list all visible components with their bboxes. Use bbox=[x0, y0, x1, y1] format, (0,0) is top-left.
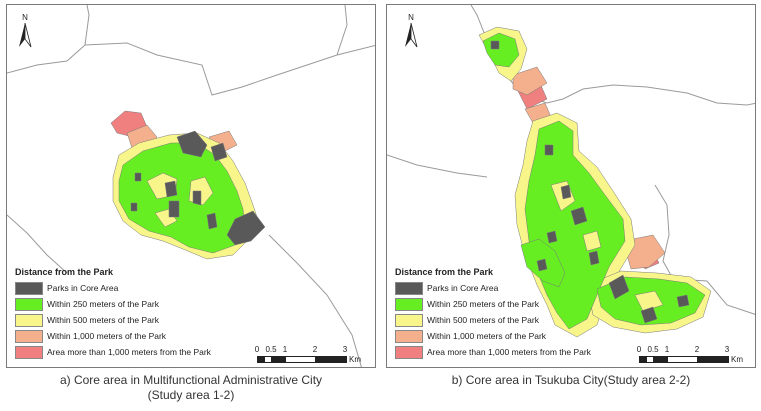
zone-within-500 bbox=[582, 230, 602, 252]
legend-title: Distance from the Park bbox=[395, 267, 494, 277]
park-polygon bbox=[226, 210, 266, 246]
scale-tick: 3 bbox=[724, 345, 730, 354]
scale-tick: 1 bbox=[664, 345, 670, 354]
boundary-line bbox=[268, 234, 362, 367]
scale-bar: 0 0.5 1 2 3 Km bbox=[635, 345, 745, 367]
park-polygon bbox=[168, 200, 180, 218]
legend-label: Within 500 meters of the Park bbox=[47, 315, 159, 325]
legend-title: Distance from the Park bbox=[15, 267, 114, 277]
legend-label: Within 250 meters of the Park bbox=[47, 299, 159, 309]
legend-swatch bbox=[15, 329, 43, 343]
map-legend: Distance from the Park Parks in Core Are… bbox=[15, 267, 255, 360]
map-multifunctional-city bbox=[7, 5, 375, 367]
scale-tick: 0 bbox=[254, 345, 260, 354]
zone-within-500 bbox=[634, 290, 664, 312]
scale-tick: 3 bbox=[342, 345, 348, 354]
park-polygon bbox=[588, 250, 600, 266]
legend-label: Within 1,000 meters of the Park bbox=[47, 331, 167, 341]
legend-swatch bbox=[395, 345, 423, 359]
legend-item: Within 1,000 meters of the Park bbox=[15, 328, 255, 344]
park-polygon bbox=[676, 294, 690, 308]
caption-b-line1: b) Core area in Tsukuba City(Study area … bbox=[451, 373, 691, 387]
park-polygon bbox=[608, 274, 630, 300]
scale-tick: 2 bbox=[694, 345, 700, 354]
north-label: N bbox=[22, 13, 28, 22]
legend-item: Within 500 meters of the Park bbox=[15, 312, 255, 328]
scale-tick: 2 bbox=[312, 345, 318, 354]
legend-label: Area more than 1,000 meters from the Par… bbox=[47, 347, 211, 357]
legend-item: Within 1,000 meters of the Park bbox=[395, 328, 635, 344]
scale-bar: 0 0.5 1 2 3 Km bbox=[253, 345, 363, 367]
legend-label: Within 500 meters of the Park bbox=[427, 315, 539, 325]
legend-swatch bbox=[15, 345, 43, 359]
north-arrow: N bbox=[15, 11, 35, 51]
park-polygon bbox=[210, 142, 228, 162]
scale-tick: 0.5 bbox=[647, 345, 659, 354]
park-polygon bbox=[130, 202, 138, 212]
legend-item: Within 250 meters of the Park bbox=[395, 296, 635, 312]
legend-swatch bbox=[395, 329, 423, 343]
park-polygon bbox=[176, 130, 208, 158]
scale-tick: 0 bbox=[636, 345, 642, 354]
legend-swatch bbox=[395, 281, 423, 295]
caption-panel-a: a) Core area in Multifunctional Administ… bbox=[6, 373, 376, 403]
park-polygon bbox=[536, 258, 548, 272]
boundary-line bbox=[387, 154, 488, 178]
park-polygon bbox=[560, 184, 572, 200]
legend-label: Area more than 1,000 meters from the Par… bbox=[427, 347, 591, 357]
scale-ticks: 0 0.5 1 2 3 bbox=[253, 345, 363, 355]
park-polygon bbox=[192, 190, 202, 206]
map-panel-multifunctional-city: N Distance from the Park Parks in Core A… bbox=[6, 4, 376, 368]
north-arrow-icon: N bbox=[405, 13, 418, 48]
legend-label: Parks in Core Area bbox=[427, 283, 499, 293]
boundary-line bbox=[336, 5, 348, 56]
caption-a-line1: a) Core area in Multifunctional Administ… bbox=[59, 373, 323, 387]
north-label: N bbox=[408, 13, 414, 22]
legend-label: Within 1,000 meters of the Park bbox=[427, 331, 547, 341]
map-panel-tsukuba-city: N Distance from the Park Parks in Core A… bbox=[386, 4, 756, 368]
legend-label: Parks in Core Area bbox=[47, 283, 119, 293]
north-arrow-icon: N bbox=[19, 13, 32, 48]
legend-item: Parks in Core Area bbox=[395, 280, 635, 296]
zone-within-1000 bbox=[512, 66, 548, 96]
map-legend: Distance from the Park Parks in Core Are… bbox=[395, 267, 635, 360]
legend-item: Area more than 1,000 meters from the Par… bbox=[395, 344, 635, 360]
park-polygon bbox=[544, 144, 554, 156]
legend-item: Within 500 meters of the Park bbox=[395, 312, 635, 328]
park-polygon bbox=[206, 212, 218, 230]
boundary-line bbox=[654, 184, 755, 315]
park-polygon bbox=[134, 172, 142, 182]
caption-a-line2: (Study area 1-2) bbox=[147, 388, 235, 402]
map-tsukuba-city bbox=[387, 5, 755, 338]
boundary-line bbox=[84, 42, 375, 96]
park-polygon bbox=[640, 306, 658, 324]
boundary-line bbox=[7, 5, 90, 74]
scale-tick: 1 bbox=[282, 345, 288, 354]
legend-swatch bbox=[15, 313, 43, 327]
park-polygon bbox=[490, 40, 500, 50]
legend-swatch bbox=[15, 297, 43, 311]
boundary-line bbox=[7, 214, 68, 274]
scale-unit: Km bbox=[731, 355, 743, 364]
legend-swatch bbox=[395, 313, 423, 327]
legend-item: Parks in Core Area bbox=[15, 280, 255, 296]
north-arrow: N bbox=[401, 11, 421, 51]
legend-item: Area more than 1,000 meters from the Par… bbox=[15, 344, 255, 360]
caption-panel-b: b) Core area in Tsukuba City(Study area … bbox=[386, 373, 756, 388]
legend-label: Within 250 meters of the Park bbox=[427, 299, 539, 309]
park-polygon bbox=[546, 230, 558, 244]
scale-tick: 0.5 bbox=[265, 345, 277, 354]
scale-ticks: 0 0.5 1 2 3 bbox=[635, 345, 745, 355]
park-polygon bbox=[164, 180, 178, 198]
scale-unit: Km bbox=[349, 355, 361, 364]
legend-swatch bbox=[15, 281, 43, 295]
park-polygon bbox=[570, 206, 588, 226]
legend-item: Within 250 meters of the Park bbox=[15, 296, 255, 312]
legend-swatch bbox=[395, 297, 423, 311]
